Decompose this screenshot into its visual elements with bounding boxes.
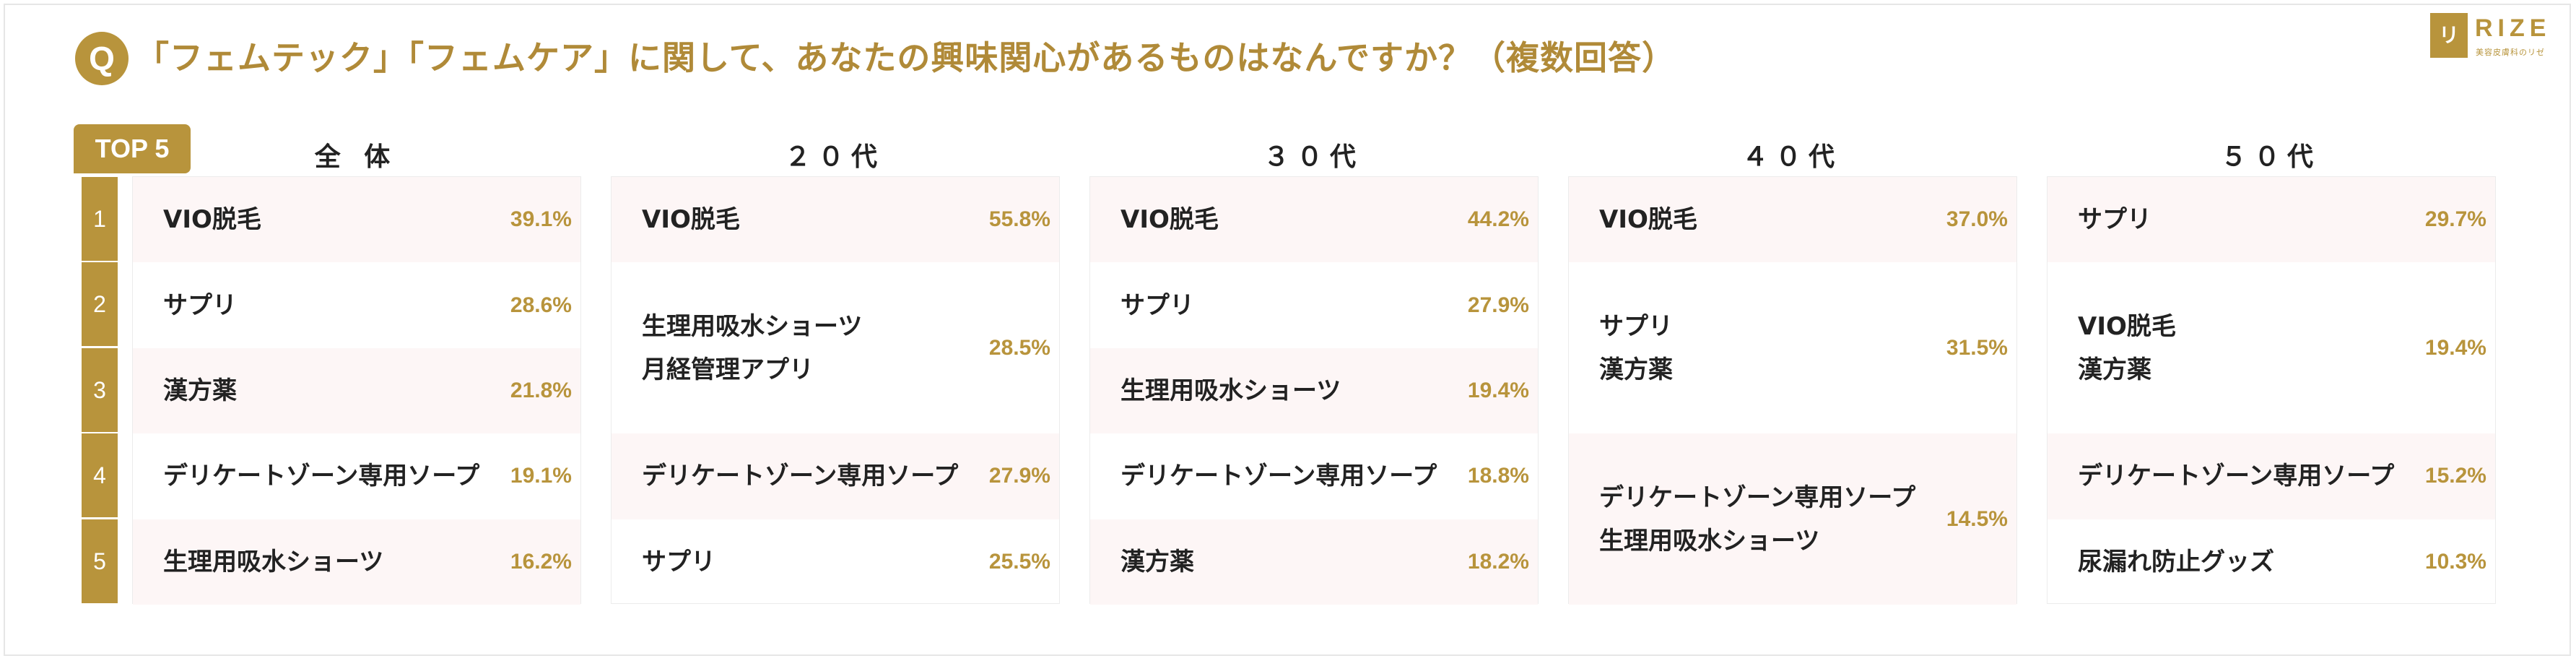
item-label: 月経管理アプリ bbox=[642, 355, 814, 384]
item-label: サプリ bbox=[1599, 311, 1673, 341]
ranking-row: 尿漏れ防止グッズ 10.3% bbox=[2048, 519, 2495, 605]
item-label: デリケートゾーン専用ソープ bbox=[642, 462, 959, 491]
item-label: サプリ bbox=[2078, 205, 2151, 235]
question-title: 「フェムテック」「フェムケア」に関して、あなたの興味関心があるものはなんですか？… bbox=[136, 38, 1676, 77]
ranking-row: 漢方薬 18.2% bbox=[1090, 519, 1538, 605]
ranking-row: 生理用吸水ショーツ 16.2% bbox=[133, 519, 580, 605]
item-percentage: 19.4% bbox=[2424, 335, 2486, 360]
item-label: VIO脱毛 bbox=[163, 205, 261, 235]
column-title: ３０代 bbox=[1263, 142, 1363, 172]
item-label: デリケートゾーン専用ソープ bbox=[1599, 483, 1916, 512]
ranking-row: 漢方薬 21.8% bbox=[133, 347, 580, 434]
item-percentage: 55.8% bbox=[988, 207, 1050, 232]
item-percentage: 27.9% bbox=[1467, 293, 1529, 317]
item-label: サプリ bbox=[642, 547, 715, 576]
ranking-row: サプリ 27.9% bbox=[1090, 262, 1538, 347]
item-label: サプリ bbox=[1121, 290, 1194, 320]
ranking-row: デリケートゾーン専用ソープ 18.8% bbox=[1090, 433, 1538, 519]
ranking-row: VIO脱毛 55.8% bbox=[612, 177, 1059, 263]
logo-word: RIZE bbox=[2475, 14, 2551, 42]
item-percentage: 19.1% bbox=[510, 464, 572, 488]
ranking-column: サプリ 29.7% VIO脱毛漢方薬 19.4% デリケートゾーン専用ソープ 15.2% 尿… bbox=[2047, 176, 2496, 604]
item-percentage: 25.5% bbox=[988, 549, 1050, 574]
item-percentage: 14.5% bbox=[1946, 506, 2008, 531]
column-title: ５０代 bbox=[2220, 142, 2320, 172]
item-percentage: 29.7% bbox=[2424, 207, 2486, 232]
column-title: 全 体 bbox=[314, 142, 398, 172]
rank-number: 1 bbox=[82, 177, 118, 261]
column-title: ２０代 bbox=[784, 142, 884, 172]
item-percentage: 39.1% bbox=[510, 207, 572, 232]
ranking-row: サプリ漢方薬 31.5% bbox=[1569, 262, 2016, 433]
item-label: 生理用吸水ショーツ bbox=[1121, 376, 1341, 405]
item-percentage: 10.3% bbox=[2424, 549, 2486, 574]
ranking-row: 生理用吸水ショーツ 月経管理アプリ 28.5% bbox=[612, 262, 1059, 433]
column-title: ４０代 bbox=[1741, 142, 1842, 172]
item-label: サプリ bbox=[163, 290, 237, 320]
item-percentage: 44.2% bbox=[1467, 207, 1529, 232]
ranking-row: デリケートゾーン専用ソープ 15.2% bbox=[2048, 433, 2495, 519]
item-percentage: 19.4% bbox=[1467, 378, 1529, 402]
item-label: 漢方薬 bbox=[1121, 547, 1194, 576]
item-percentage: 28.6% bbox=[510, 293, 572, 317]
ranking-row: デリケートゾーン専用ソープ 19.1% bbox=[133, 433, 580, 519]
ranking-row: サプリ 29.7% bbox=[2048, 177, 2495, 263]
ranking-column: VIO脱毛 55.8% 生理用吸水ショーツ 月経管理アプリ 28.5% デリケートゾーン専… bbox=[611, 176, 1060, 604]
ranking-row: サプリ 28.6% bbox=[133, 262, 580, 347]
item-label: VIO脱毛 bbox=[1599, 205, 1697, 235]
item-label: デリケートゾーン専用ソープ bbox=[163, 462, 480, 491]
ranking-row: 生理用吸水ショーツ 19.4% bbox=[1090, 347, 1538, 434]
item-percentage: 21.8% bbox=[510, 378, 572, 402]
question-badge: Q bbox=[75, 32, 129, 85]
page-frame bbox=[4, 4, 2571, 656]
ranking-row: サプリ 25.5% bbox=[612, 519, 1059, 605]
item-label: 生理用吸水ショーツ bbox=[163, 547, 384, 576]
item-label: 漢方薬 bbox=[1599, 355, 1673, 384]
item-percentage: 27.9% bbox=[988, 464, 1050, 488]
rank-number: 4 bbox=[82, 433, 118, 518]
item-label: VIO脱毛 bbox=[642, 205, 740, 235]
ranking-row: デリケートゾーン専用ソープ 生理用吸水ショーツ 14.5% bbox=[1569, 433, 2016, 605]
ranking-column: VIO脱毛 44.2% サプリ 27.9% 生理用吸水ショーツ 19.4% デリケートゾーン… bbox=[1089, 176, 1539, 605]
ranking-column: VIO脱毛 37.0% サプリ漢方薬 31.5% デリケートゾーン専用ソープ 生理用吸水シ… bbox=[1568, 176, 2017, 605]
item-label: デリケートゾーン専用ソープ bbox=[2078, 462, 2395, 491]
ranking-column: VIO脱毛 39.1% サプリ 28.6% 漢方薬 21.8% デリケートゾーン専用ソープ 1… bbox=[132, 176, 581, 605]
logo-mark: リゼ bbox=[2430, 13, 2468, 92]
item-percentage: 28.5% bbox=[988, 335, 1050, 360]
item-percentage: 16.2% bbox=[510, 549, 572, 574]
item-label: VIO脱毛 bbox=[1121, 205, 1219, 235]
item-label: 尿漏れ防止グッズ bbox=[2078, 547, 2274, 576]
ranking-row: VIO脱毛漢方薬 19.4% bbox=[2048, 262, 2495, 433]
rank-number: 3 bbox=[82, 347, 118, 432]
item-label: デリケートゾーン専用ソープ bbox=[1121, 462, 1437, 491]
brand-logo: リゼ RIZE 美容皮膚科のリゼ bbox=[2430, 13, 2560, 92]
item-percentage: 15.2% bbox=[2424, 464, 2486, 488]
item-percentage: 18.2% bbox=[1467, 549, 1529, 574]
ranking-row: VIO脱毛 44.2% bbox=[1090, 177, 1538, 263]
ranking-row: デリケートゾーン専用ソープ 27.9% bbox=[612, 433, 1059, 519]
ranking-row: VIO脱毛 37.0% bbox=[1569, 177, 2016, 263]
item-percentage: 37.0% bbox=[1946, 207, 2008, 232]
ranking-row: VIO脱毛 39.1% bbox=[133, 177, 580, 263]
top5-tag: TOP 5 bbox=[74, 124, 191, 173]
item-label: 生理用吸水ショーツ bbox=[642, 311, 863, 341]
rank-number: 2 bbox=[82, 262, 118, 347]
item-label: 生理用吸水ショーツ bbox=[1599, 526, 1820, 556]
item-label: 漢方薬 bbox=[163, 376, 237, 405]
item-label: 漢方薬 bbox=[2078, 355, 2151, 384]
item-percentage: 31.5% bbox=[1946, 335, 2008, 360]
item-percentage: 18.8% bbox=[1467, 464, 1529, 488]
item-label: VIO脱毛 bbox=[2078, 311, 2176, 341]
rank-number: 5 bbox=[82, 519, 118, 603]
logo-subtitle: 美容皮膚科のリゼ bbox=[2476, 48, 2545, 57]
